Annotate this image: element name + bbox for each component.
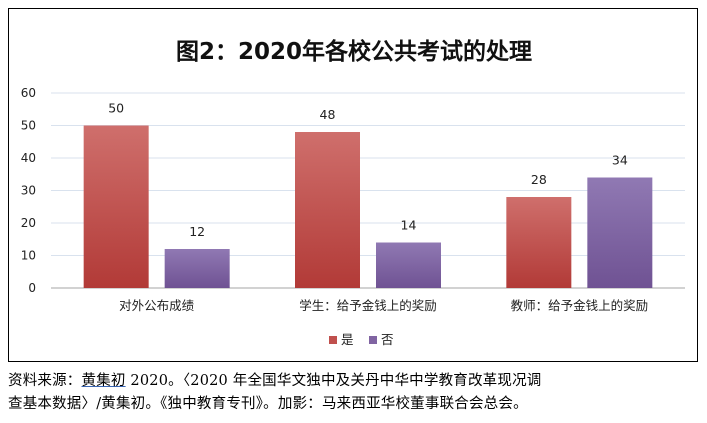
data-label: 48 (320, 107, 336, 122)
bar-否 (376, 242, 441, 288)
data-label: 34 (612, 153, 628, 168)
bar-是 (83, 125, 149, 288)
legend-label: 否 (381, 332, 394, 347)
y-tick-label: 10 (21, 249, 36, 263)
legend-swatch (329, 336, 337, 344)
x-category-label: 学生：给予金钱上的奖励 (299, 298, 437, 313)
source-author-link[interactable]: 黄集初 (81, 373, 126, 389)
y-tick-label: 20 (21, 216, 36, 230)
data-label: 12 (189, 224, 205, 239)
legend-label: 是 (341, 332, 354, 347)
data-label: 50 (108, 101, 124, 116)
y-tick-label: 40 (21, 151, 36, 165)
legend-swatch (369, 336, 377, 344)
bar-否 (587, 177, 653, 288)
chart-frame: 图2：2020年各校公共考试的处理 0 10 20 30 40 50 60 对外公布成绩 学生：… (8, 8, 698, 362)
source-note: 资料来源：黄集初 2020。〈2020 年全国华文独中及关丹中华中学教育改革现况… (8, 370, 703, 416)
source-prefix: 资料来源： (8, 373, 82, 389)
source-line2: 查基本数据〉/黄集初。《独中教育专刊》。加影：马来西亚华校董事联合会总会。 (8, 396, 528, 412)
x-category-label: 教师：给予金钱上的奖励 (511, 298, 649, 313)
data-label: 14 (401, 218, 417, 233)
x-category-label: 对外公布成绩 (119, 298, 195, 313)
y-tick-label: 30 (21, 184, 36, 198)
y-tick-label: 50 (21, 119, 36, 133)
bar-否 (164, 249, 230, 288)
source-line1-rest: 2020。〈2020 年全国华文独中及关丹中华中学教育改革现况调 (125, 373, 542, 389)
data-label: 28 (531, 172, 547, 187)
chart-title: 图2：2020年各校公共考试的处理 (176, 38, 532, 65)
bar-chart: 图2：2020年各校公共考试的处理 0 10 20 30 40 50 60 对外公布成绩 学生：… (21, 38, 685, 347)
bar-是 (506, 197, 572, 288)
bar-是 (295, 132, 360, 288)
y-tick-label: 60 (21, 86, 36, 100)
y-tick-label: 0 (28, 281, 36, 295)
